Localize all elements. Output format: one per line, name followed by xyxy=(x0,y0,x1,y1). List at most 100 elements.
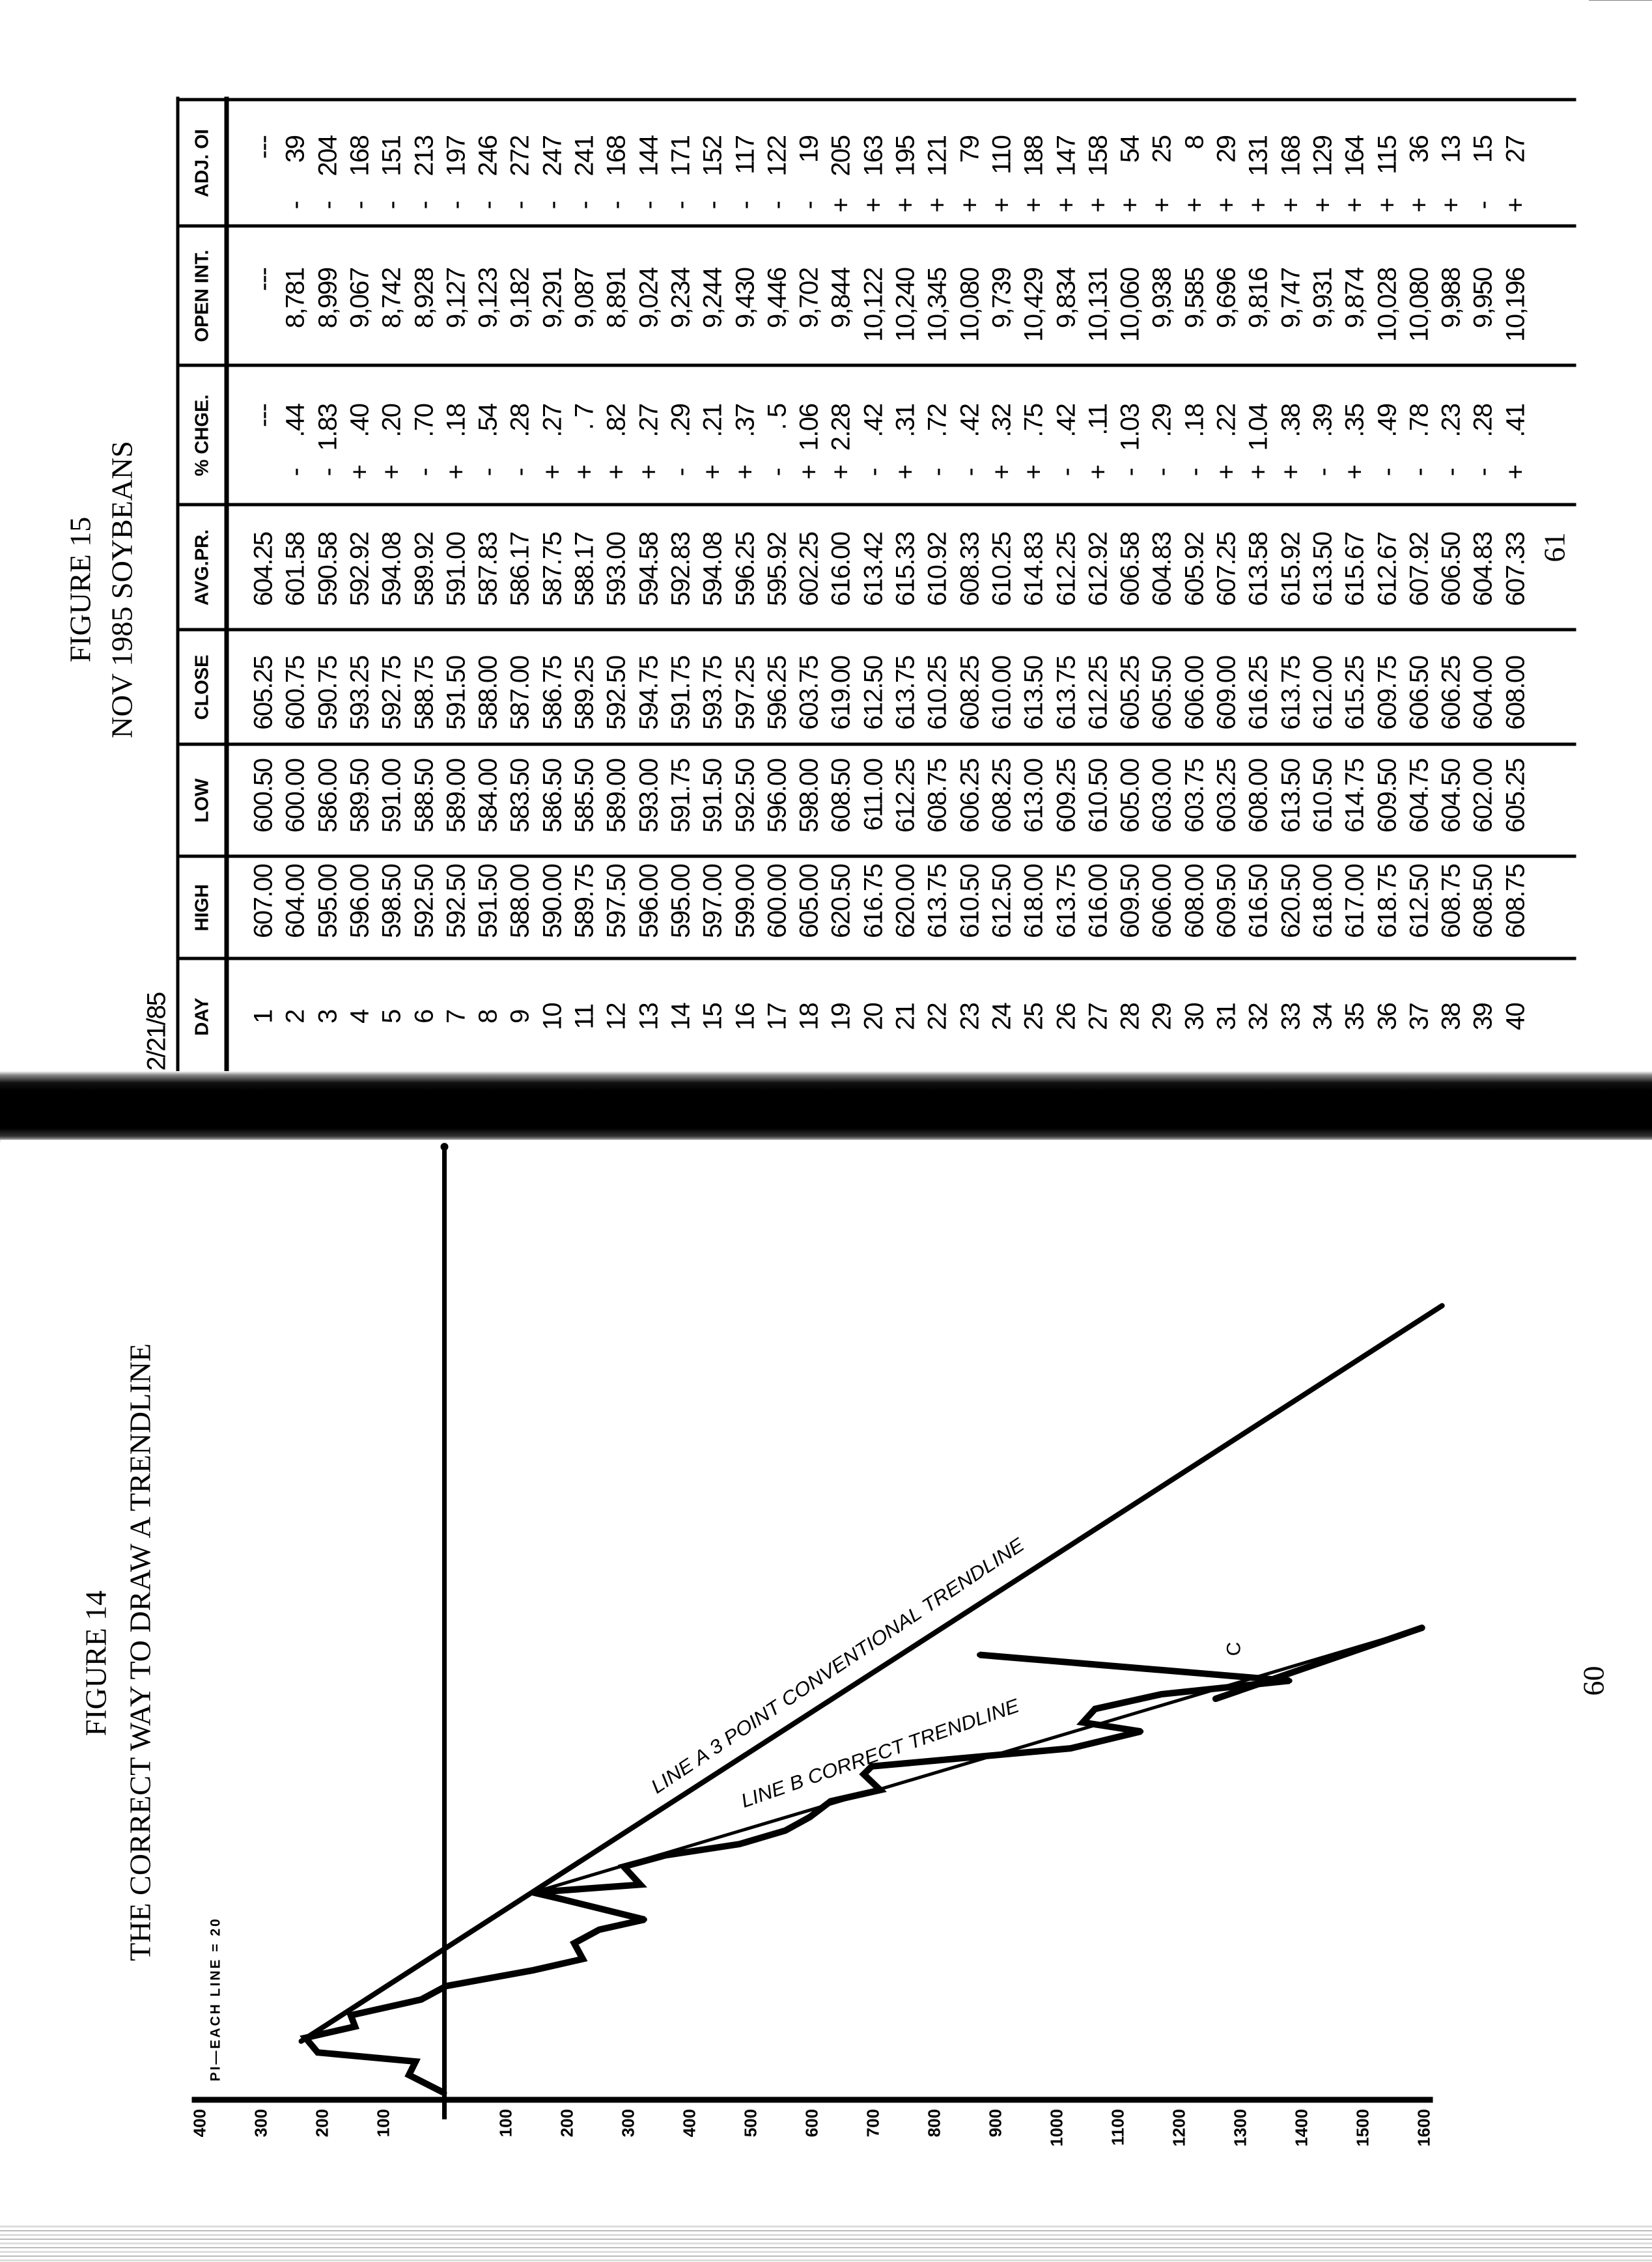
cell-adj-sign xyxy=(247,192,279,218)
cell-adj-sign: - xyxy=(537,201,567,209)
figure-title: NOV 1985 SOYBEANS xyxy=(105,440,138,738)
cell-high: 620.50 xyxy=(826,864,856,938)
cell-open-int: 9,816 xyxy=(1244,268,1273,328)
column-header: DAY xyxy=(191,997,212,1036)
cell-adj-sign: - xyxy=(377,201,406,209)
cell-adj-sign: - xyxy=(762,201,791,209)
cell-chg: 1.03 xyxy=(1115,404,1145,451)
cell-adj-oi: 168 xyxy=(344,135,374,176)
cell-adj-sign: + xyxy=(1212,198,1240,212)
cell-high: 598.50 xyxy=(377,864,406,938)
cell-open-int: 9,087 xyxy=(570,268,598,328)
cell-low: 584.00 xyxy=(473,759,503,833)
cell-adj-sign: - xyxy=(1468,201,1498,209)
cell-adj-oi: 13 xyxy=(1436,135,1466,163)
cell-chg-sign: + xyxy=(1083,465,1112,479)
cell-open-int: 9,024 xyxy=(634,268,663,328)
cell-close: 593.25 xyxy=(344,656,374,730)
pi-point xyxy=(1158,1691,1164,1697)
cell-high: 592.50 xyxy=(409,864,438,938)
y-tick-label: 1100 xyxy=(1108,2108,1127,2145)
page-61: FIGURE 15 NOV 1985 SOYBEANS 2/21/85 DAY H… xyxy=(0,0,1652,1074)
cell-avg-pr: 594.58 xyxy=(634,532,663,606)
cell-low: 614.75 xyxy=(1340,759,1369,833)
pi-point xyxy=(782,1827,788,1833)
pi-point xyxy=(736,1841,742,1847)
cell-chg-sign: + xyxy=(602,465,631,479)
cell-open-int: 10,080 xyxy=(955,268,984,342)
cell-day: 16 xyxy=(730,1003,759,1030)
pi-point xyxy=(828,1798,833,1804)
cell-day: 6 xyxy=(409,1009,438,1024)
cell-chg-sign xyxy=(247,459,279,485)
cell-chg: .78 xyxy=(1404,404,1433,438)
pi-point xyxy=(596,1927,602,1933)
cell-adj-oi: 8 xyxy=(1179,135,1209,149)
cell-low: 600.00 xyxy=(281,759,310,833)
cell-low: 600.50 xyxy=(249,759,277,833)
cell-close: 597.25 xyxy=(730,656,759,730)
cell-open-int: 9,182 xyxy=(505,268,535,328)
cell-close: 608.25 xyxy=(955,656,984,730)
cell-chg-sign: - xyxy=(1404,468,1433,476)
cell-low: 589.50 xyxy=(344,759,374,833)
cell-chg-sign: - xyxy=(409,468,438,476)
cell-adj-oi: 171 xyxy=(665,135,695,176)
cell-avg-pr: 607.25 xyxy=(1212,532,1240,606)
cell-low: 603.75 xyxy=(1179,759,1209,833)
cell-close: 613.75 xyxy=(891,656,919,730)
cell-close: 588.75 xyxy=(409,656,438,730)
scan-streak xyxy=(0,2226,1652,2262)
cell-low: 589.00 xyxy=(441,759,470,833)
cell-avg-pr: 613.42 xyxy=(858,532,888,606)
cell-adj-sign: - xyxy=(634,201,663,209)
cell-chg-sign: - xyxy=(313,468,342,476)
pi-point xyxy=(1092,1706,1098,1712)
cell-chg: .21 xyxy=(698,404,727,438)
cell-adj-oi: 115 xyxy=(1372,135,1401,175)
annotation-label: C xyxy=(1223,1641,1244,1656)
cell-close: 605.50 xyxy=(1147,656,1177,730)
cell-chg: .40 xyxy=(344,404,374,438)
cell-high: 604.00 xyxy=(281,864,310,938)
cell-adj-oi: 122 xyxy=(762,135,791,176)
cell-adj-sign: + xyxy=(1500,198,1530,212)
cell-close: 613.75 xyxy=(1051,656,1080,730)
y-tick-label: 100 xyxy=(373,2108,393,2136)
cell-day: 18 xyxy=(794,1003,824,1030)
cell-open-int: 9,244 xyxy=(698,268,727,328)
cell-low: 586.50 xyxy=(537,759,567,833)
cell-open-int: 9,834 xyxy=(1051,268,1080,328)
cell-high: 591.50 xyxy=(473,864,503,938)
column-divider xyxy=(176,98,1576,101)
cell-chg-sign: - xyxy=(1436,468,1466,476)
cell-adj-oi: 164 xyxy=(1340,135,1369,176)
cell-high: 589.75 xyxy=(570,864,598,938)
cell-chg-sign: + xyxy=(1019,465,1048,479)
cell-chg-sign: - xyxy=(665,468,695,476)
cell-avg-pr: 602.25 xyxy=(794,532,824,606)
cell-day: 1 xyxy=(249,1009,277,1024)
cell-chg: . 5 xyxy=(762,404,791,430)
cell-open-int: 9,696 xyxy=(1212,268,1240,328)
cell-open-int: --- xyxy=(249,268,277,291)
cell-adj-oi: 39 xyxy=(281,135,310,163)
cell-close: 605.25 xyxy=(249,656,277,730)
cell-low: 606.25 xyxy=(955,759,984,833)
cell-chg: .20 xyxy=(377,404,406,438)
cell-low: 598.00 xyxy=(794,759,824,833)
cell-low: 603.00 xyxy=(1147,759,1177,833)
cell-chg: .18 xyxy=(441,404,470,438)
cell-avg-pr: 612.25 xyxy=(1051,532,1080,606)
cell-adj-oi: 36 xyxy=(1404,135,1433,163)
y-tick-label: 1400 xyxy=(1291,2108,1311,2146)
cell-day: 19 xyxy=(826,1003,856,1030)
cell-chg-sign: + xyxy=(1244,465,1273,479)
cell-adj-sign: - xyxy=(698,201,727,209)
cell-adj-sign: + xyxy=(1083,198,1112,212)
pi-point xyxy=(418,1996,424,2002)
pi-point xyxy=(352,2023,357,2029)
cell-low: 610.50 xyxy=(1308,759,1337,833)
cell-close: 606.00 xyxy=(1179,656,1209,730)
cell-open-int: 8,781 xyxy=(281,268,310,328)
